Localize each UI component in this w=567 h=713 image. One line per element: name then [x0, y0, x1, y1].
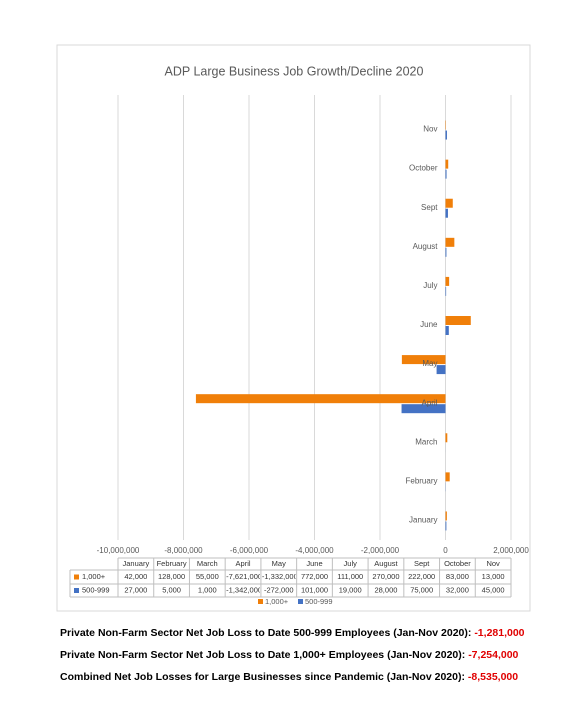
bar	[436, 365, 446, 375]
y-tick-label: May	[422, 359, 437, 368]
table-header: January	[123, 559, 150, 568]
table-value: -272,000	[264, 585, 294, 594]
note-value: -8,535,000	[468, 671, 518, 683]
table-header: October	[444, 559, 471, 568]
note: Private Non-Farm Sector Net Job Loss to …	[60, 649, 519, 661]
table-value: 101,000	[301, 585, 328, 594]
table-value: 222,000	[408, 572, 435, 581]
note: Private Non-Farm Sector Net Job Loss to …	[60, 627, 525, 639]
note: Combined Net Job Losses for Large Busine…	[60, 671, 518, 683]
table-legend-key	[74, 574, 79, 580]
y-tick-label: July	[423, 281, 437, 290]
y-tick-label: October	[409, 164, 438, 173]
bar	[401, 404, 446, 414]
table-value: -1,342,000	[226, 585, 262, 594]
bar	[445, 130, 447, 140]
table-header: July	[344, 559, 358, 568]
table-value: 19,000	[339, 585, 362, 594]
note-text: Private Non-Farm Sector Net Job Loss to …	[60, 649, 465, 661]
table-header: Nov	[486, 559, 500, 568]
x-tick-label: -8,000,000	[164, 546, 203, 555]
bar	[195, 394, 446, 404]
table-series-name: 1,000+	[82, 572, 106, 581]
note-text: Private Non-Farm Sector Net Job Loss to …	[60, 627, 471, 639]
table-header: Sept	[414, 559, 430, 568]
x-tick-label: -10,000,000	[97, 546, 140, 555]
bar	[445, 511, 447, 521]
table-value: 772,000	[301, 572, 328, 581]
table-header: March	[197, 559, 218, 568]
bar	[445, 286, 447, 296]
x-tick-label: -2,000,000	[361, 546, 400, 555]
bar	[401, 355, 446, 365]
table-value: -1,332,000	[262, 572, 298, 581]
table-header: August	[374, 559, 398, 568]
chart-title: ADP Large Business Job Growth/Decline 20…	[165, 64, 424, 78]
bar	[445, 472, 450, 482]
y-tick-label: February	[405, 476, 437, 485]
bar	[445, 237, 455, 247]
table-value: 55,000	[196, 572, 219, 581]
y-tick-label: April	[421, 398, 437, 407]
legend-key	[298, 599, 303, 604]
bar	[445, 521, 447, 531]
table-value: 83,000	[446, 572, 469, 581]
x-tick-label: 2,000,000	[493, 546, 529, 555]
table-value: 28,000	[374, 585, 397, 594]
y-tick-label: March	[415, 437, 437, 446]
note-text: Combined Net Job Losses for Large Busine…	[60, 671, 465, 683]
table-header: May	[272, 559, 286, 568]
bar	[445, 316, 471, 325]
y-tick-label: January	[409, 516, 437, 525]
bar	[445, 169, 447, 179]
table-value: 270,000	[372, 572, 399, 581]
table-legend-key	[74, 588, 79, 593]
table-series-name: 500-999	[82, 585, 110, 594]
table-value: 13,000	[482, 572, 505, 581]
table-value: 42,000	[124, 572, 147, 581]
chart-frame	[56, 44, 531, 612]
bar	[445, 276, 450, 286]
bar	[445, 208, 448, 218]
note-value: -7,254,000	[468, 649, 518, 661]
table-header: February	[157, 559, 187, 568]
bar	[445, 159, 449, 169]
legend-label: 500-999	[305, 597, 333, 606]
table-value: 32,000	[446, 585, 469, 594]
table-value: 45,000	[482, 585, 505, 594]
table-value: 111,000	[337, 572, 363, 581]
y-tick-label: Nov	[423, 125, 437, 134]
note-value: -1,281,000	[474, 627, 524, 639]
x-tick-label: 0	[443, 546, 448, 555]
y-tick-label: June	[420, 320, 438, 329]
x-tick-label: -4,000,000	[295, 546, 334, 555]
bar	[445, 433, 448, 443]
legend-label: 1,000+	[265, 597, 289, 606]
table-value: 5,000	[162, 585, 181, 594]
table-value: 27,000	[124, 585, 147, 594]
table-value: -7,621,000	[226, 572, 262, 581]
y-tick-label: Sept	[421, 203, 438, 212]
x-tick-label: -6,000,000	[230, 546, 269, 555]
bar	[445, 198, 453, 208]
table-value: 75,000	[410, 585, 433, 594]
table-value: 128,000	[158, 572, 185, 581]
table-value: 1,000	[198, 585, 217, 594]
y-tick-label: August	[413, 242, 439, 251]
bar	[445, 247, 447, 257]
legend-key	[258, 599, 263, 604]
table-header: April	[236, 559, 251, 568]
bar	[445, 326, 449, 335]
table-header: June	[306, 559, 322, 568]
